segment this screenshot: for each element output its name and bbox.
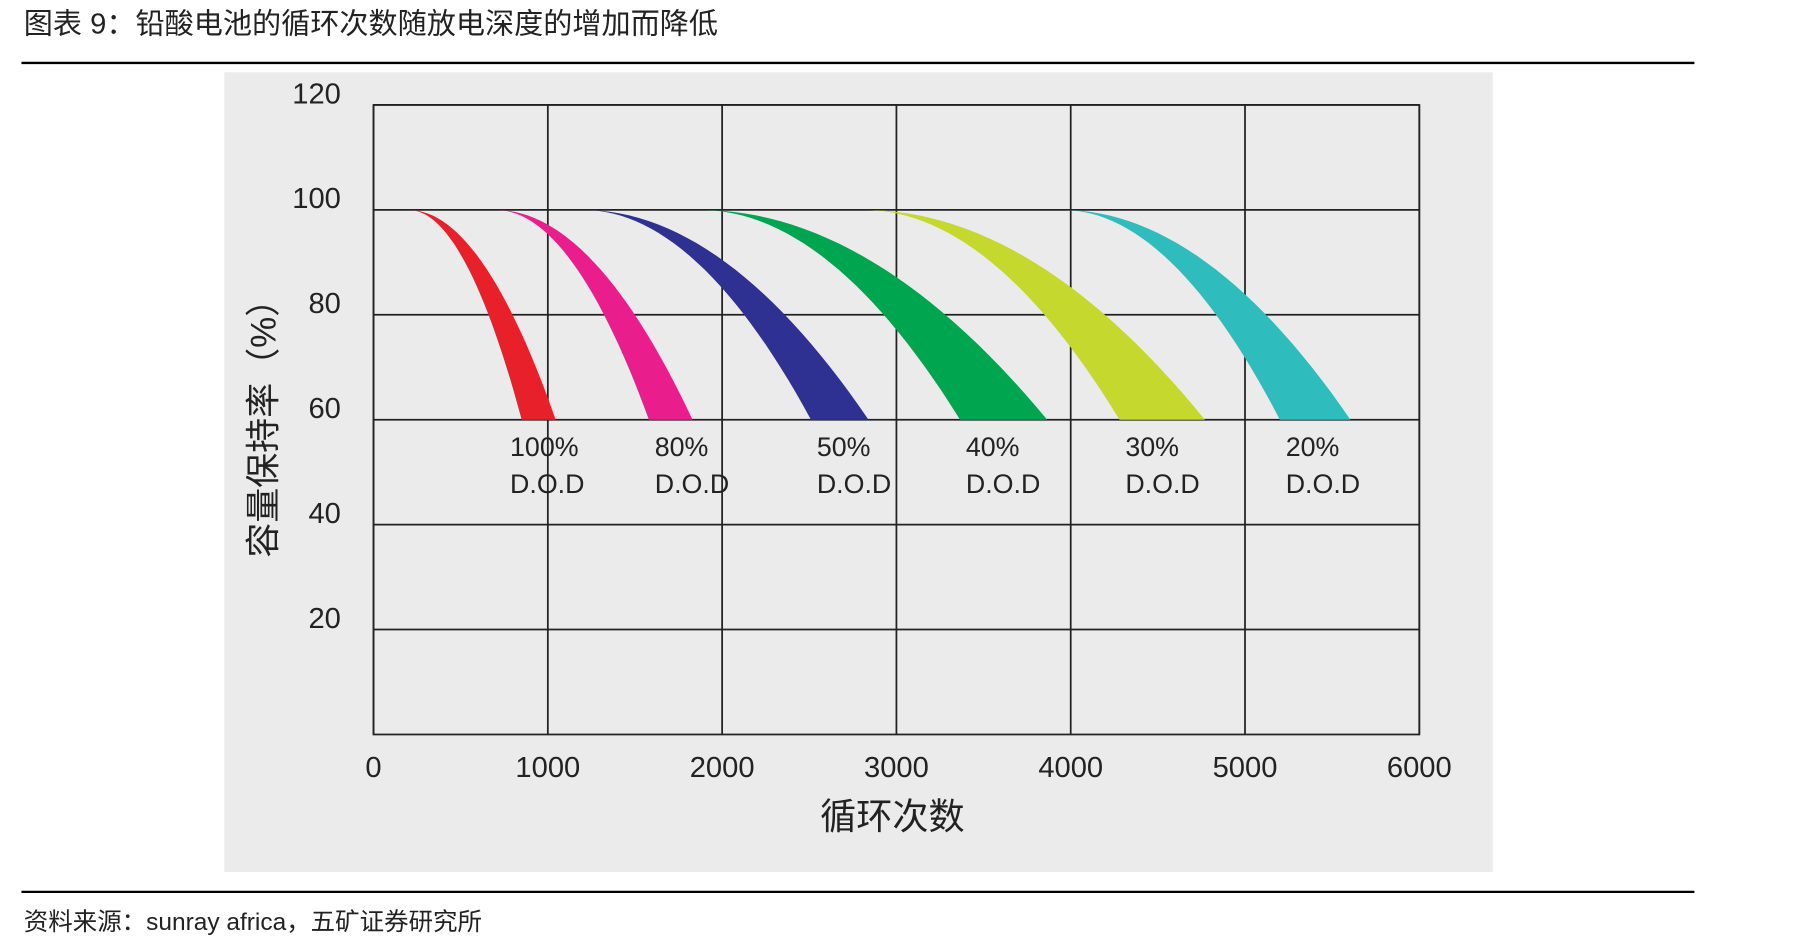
y-tick-label: 40 xyxy=(308,498,340,530)
y-tick-label: 80 xyxy=(308,288,340,320)
x-tick-label: 3000 xyxy=(864,752,929,784)
y-tick-label: 100 xyxy=(292,183,341,215)
band-label: D.O.D xyxy=(817,469,891,499)
y-tick-label: 120 xyxy=(292,78,341,110)
band-label: D.O.D xyxy=(655,469,729,499)
dod-band xyxy=(1061,209,1351,420)
band-label: 100% xyxy=(510,432,579,462)
x-tick-label: 6000 xyxy=(1387,752,1452,784)
y-tick-label: 20 xyxy=(308,603,340,635)
plot: 20 40 60 80 100 120 0 1000 2000 3000 4000 5000 6000 1… xyxy=(292,78,1451,784)
band-label: 80% xyxy=(655,432,709,462)
x-tick-label: 5000 xyxy=(1213,752,1278,784)
title: 图表 9：铅酸电池的循环次数随放电深度的增加而降低 xyxy=(24,7,718,40)
band-label: 50% xyxy=(817,432,871,462)
dod-band xyxy=(582,209,869,420)
dod-band xyxy=(495,209,693,420)
x-tick-label: 2000 xyxy=(690,752,755,784)
source: 资料来源：sunray africa，五矿证券研究所 xyxy=(24,908,482,936)
chart-background xyxy=(224,72,1493,873)
x-axis-title: 循环次数 xyxy=(820,796,965,837)
band-label: D.O.D xyxy=(1125,469,1199,499)
band-label: 20% xyxy=(1286,432,1340,462)
band-label: D.O.D xyxy=(966,469,1040,499)
y-axis-title: 容量保持率（%） xyxy=(245,282,284,558)
y-tick-label: 60 xyxy=(308,393,340,425)
x-tick-label: 4000 xyxy=(1038,752,1103,784)
dod-band xyxy=(699,209,1048,420)
band-label: 40% xyxy=(966,432,1020,462)
dod-band xyxy=(863,209,1205,420)
x-tick-label: 0 xyxy=(365,752,381,784)
band-label: D.O.D xyxy=(510,469,584,499)
band-label: 30% xyxy=(1125,432,1179,462)
dod-band xyxy=(408,209,556,420)
x-tick-label: 1000 xyxy=(515,752,580,784)
band-label: D.O.D xyxy=(1286,469,1360,499)
